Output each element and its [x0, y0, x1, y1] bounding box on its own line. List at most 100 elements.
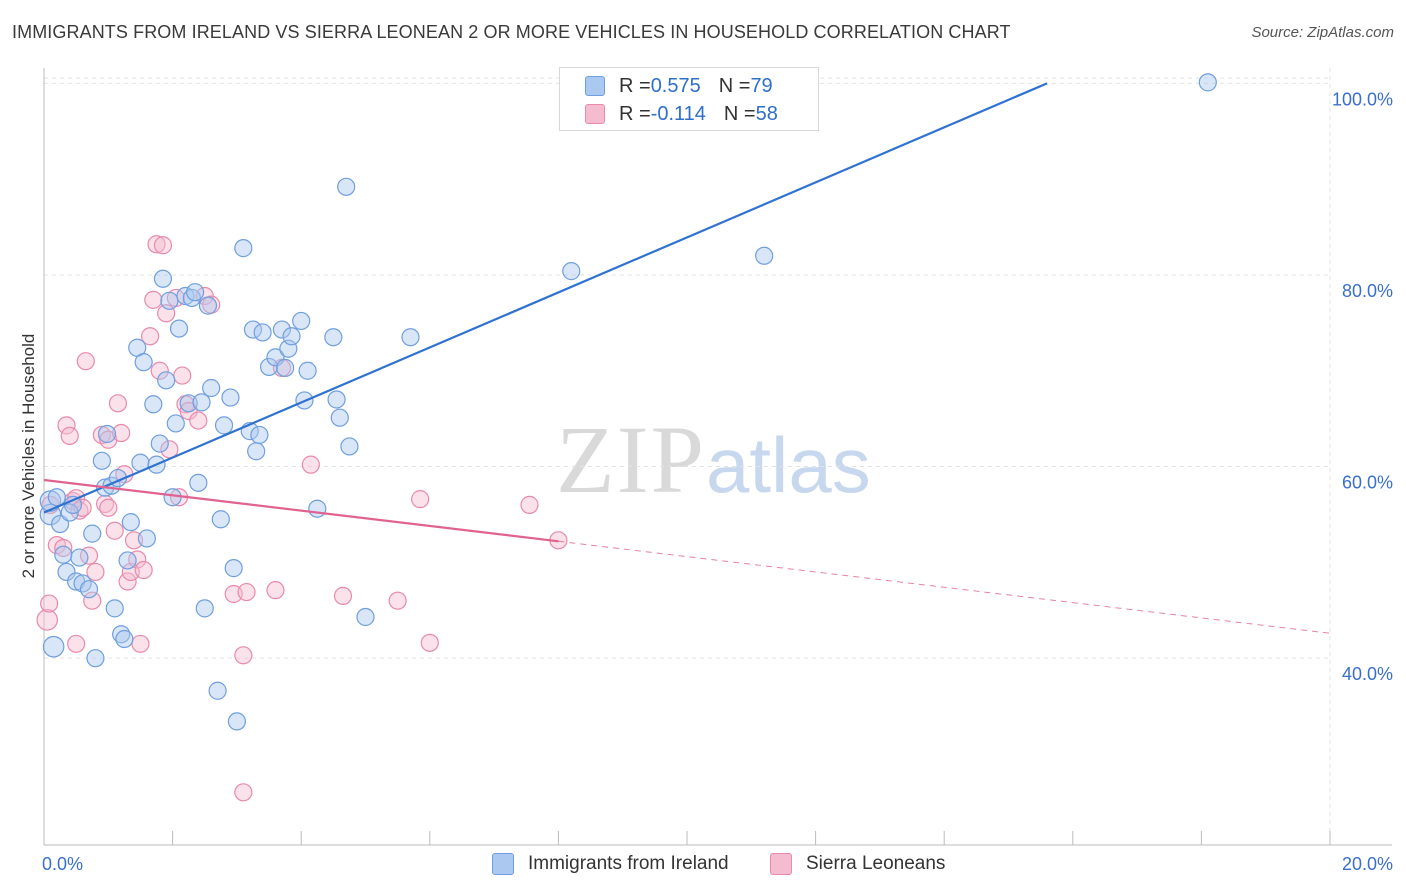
sierra-leoneans-point [140, 327, 160, 346]
ireland-point [276, 358, 295, 377]
sierra-trend-extension [558, 540, 1331, 634]
x-tick-label: 20.0% [1342, 854, 1393, 874]
ireland-point [192, 393, 211, 412]
ireland-point [42, 635, 65, 658]
legend-n-label: N = [723, 102, 756, 125]
correlation-legend: R = 0.575 N = 79 R = -0.114 N = 58 [559, 67, 819, 131]
ireland-points [39, 73, 1217, 731]
y-tick-label: 100.0% [1332, 89, 1393, 109]
ireland-point [330, 408, 349, 427]
ireland-point [227, 712, 246, 731]
sierra-leoneans-point [67, 634, 86, 653]
ireland-point [214, 416, 234, 435]
sierra-leoneans-point [333, 586, 353, 606]
ireland-point [298, 361, 317, 380]
source-label: Source: ZipAtlas.com [1251, 24, 1394, 41]
ireland-point [356, 607, 375, 627]
trend-lines [43, 82, 1331, 634]
chart-title: IMMIGRANTS FROM IRELAND VS SIERRA LEONEA… [12, 22, 1011, 42]
ireland-point [70, 548, 89, 567]
bottom-legend-ireland: Immigrants from Ireland [492, 851, 729, 877]
ireland-point [208, 681, 227, 700]
legend-n-label: N = [718, 74, 751, 97]
sierra-leoneans-point [105, 521, 124, 540]
sierra-trend-line [43, 478, 559, 543]
ireland-point [221, 388, 240, 407]
legend-r-label: R = [619, 102, 651, 125]
axes [43, 68, 1392, 846]
ireland-point [134, 353, 153, 372]
ireland-point [250, 425, 269, 445]
ireland-point [308, 499, 327, 518]
ireland-point [163, 488, 182, 507]
legend-n-value: 58 [755, 102, 778, 125]
legend-n-value: 79 [750, 74, 773, 97]
ireland-point [186, 283, 205, 302]
sierra-leoneans-point [520, 495, 539, 514]
sierra-leoneans-point [179, 401, 198, 421]
sierra-leoneans-point [411, 490, 430, 509]
ireland-point [755, 246, 774, 265]
sierra-leoneans-point [147, 235, 166, 254]
ireland-point [92, 451, 111, 470]
legend-swatch-pink [585, 104, 605, 124]
legend-row-sierra: R = -0.114 N = 58 [585, 101, 778, 127]
bottom-legend-swatch-pink [770, 853, 792, 875]
sierra-leoneans-point [420, 633, 439, 652]
ireland-point [86, 649, 105, 668]
ireland-point [121, 513, 140, 532]
sierra-leoneans-point [150, 361, 169, 380]
sierra-leoneans-point [108, 394, 128, 413]
sierra-leoneans-point [76, 352, 95, 371]
ireland-point [224, 559, 243, 578]
ireland-point [247, 442, 266, 461]
ireland-point [150, 434, 169, 453]
sierra-leoneans-point [36, 609, 59, 631]
sierra-leoneans-point [134, 560, 153, 580]
ireland-point [83, 524, 102, 543]
sierra-leoneans-point [118, 572, 137, 591]
ireland-point [179, 394, 198, 413]
sierra-leoneans-point [83, 591, 102, 610]
bottom-legend-label: Immigrants from Ireland [528, 853, 729, 874]
legend-r-value: 0.575 [650, 74, 701, 97]
ireland-point [176, 286, 195, 306]
legend-r-label: R = [619, 74, 651, 97]
ireland-point [63, 495, 83, 514]
ireland-point [57, 562, 76, 582]
ireland-point [327, 390, 346, 409]
ireland-point [202, 378, 221, 398]
legend-swatch-blue [585, 76, 605, 96]
ireland-point [118, 551, 137, 570]
ireland-point [79, 580, 99, 599]
ireland-trend-line [43, 82, 1048, 514]
ireland-point [97, 424, 117, 444]
sierra-leoneans-point [388, 591, 407, 610]
ireland-point [324, 328, 343, 347]
ireland-point [195, 599, 214, 618]
legend-r-value: -0.114 [650, 102, 706, 125]
ireland-point [282, 327, 301, 346]
sierra-leoneans-point [86, 562, 105, 582]
sierra-leoneans-point [40, 594, 59, 613]
ireland-point [153, 269, 173, 288]
bottom-legend-label: Sierra Leoneans [806, 853, 946, 874]
ireland-point [169, 319, 189, 338]
legend-row-ireland: R = 0.575 N = 79 [585, 73, 773, 99]
ireland-point [157, 371, 176, 390]
ireland-point [105, 599, 124, 618]
sierra-leoneans-point [112, 423, 131, 443]
y-axis-title: 2 or more Vehicles in Household [19, 333, 38, 579]
y-tick-label: 80.0% [1342, 281, 1393, 301]
sierra-leoneans-point [237, 582, 256, 602]
bottom-legend-sierra: Sierra Leoneans [770, 851, 945, 877]
watermark: ZIPatlas [556, 404, 871, 515]
ireland-point [259, 357, 279, 377]
bottom-legend-swatch-blue [492, 853, 514, 875]
sierra-leoneans-point [153, 236, 173, 255]
sierra-leoneans-point [234, 646, 253, 665]
watermark-atlas: atlas [706, 421, 871, 509]
ireland-point [211, 510, 230, 529]
ireland-point [253, 323, 272, 342]
ireland-point [144, 395, 163, 414]
